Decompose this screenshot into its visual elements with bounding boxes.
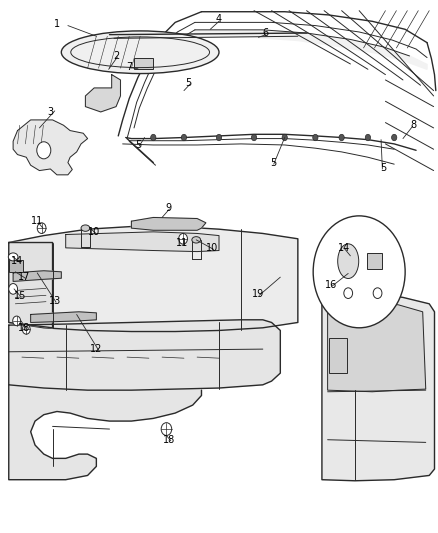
Polygon shape — [13, 120, 88, 175]
Text: 14: 14 — [338, 243, 350, 253]
Ellipse shape — [81, 225, 90, 231]
Text: 1: 1 — [54, 19, 60, 29]
Polygon shape — [131, 217, 206, 230]
Circle shape — [313, 216, 405, 328]
Text: 11: 11 — [31, 216, 43, 226]
Circle shape — [282, 134, 287, 141]
Polygon shape — [66, 232, 219, 252]
Text: 15: 15 — [14, 291, 26, 301]
Polygon shape — [85, 75, 120, 112]
Text: 5: 5 — [135, 140, 141, 150]
Text: 10: 10 — [206, 243, 219, 253]
Polygon shape — [9, 385, 201, 480]
Text: 13: 13 — [49, 296, 61, 306]
Text: 14: 14 — [11, 256, 24, 266]
Circle shape — [373, 288, 382, 298]
Text: 5: 5 — [185, 78, 191, 87]
Text: 18: 18 — [18, 323, 30, 333]
Polygon shape — [13, 271, 61, 281]
Circle shape — [251, 134, 257, 141]
Polygon shape — [9, 227, 298, 332]
Circle shape — [37, 223, 46, 233]
FancyBboxPatch shape — [134, 58, 153, 69]
Text: 17: 17 — [18, 272, 30, 282]
Ellipse shape — [61, 31, 219, 74]
Text: 3: 3 — [47, 107, 53, 117]
Text: 11: 11 — [176, 238, 188, 247]
Circle shape — [344, 288, 353, 298]
Circle shape — [313, 134, 318, 141]
Ellipse shape — [338, 244, 359, 279]
Circle shape — [22, 325, 30, 334]
Text: 6: 6 — [262, 28, 268, 38]
Circle shape — [179, 233, 187, 244]
Circle shape — [216, 134, 222, 141]
Polygon shape — [9, 243, 53, 328]
Text: 12: 12 — [90, 344, 102, 354]
Polygon shape — [31, 312, 96, 322]
Circle shape — [392, 134, 397, 141]
Text: 5: 5 — [380, 163, 386, 173]
Circle shape — [181, 134, 187, 141]
Text: 8: 8 — [411, 120, 417, 130]
Ellipse shape — [192, 237, 201, 243]
Polygon shape — [9, 320, 280, 390]
Circle shape — [365, 134, 371, 141]
FancyBboxPatch shape — [329, 338, 347, 373]
Text: 19: 19 — [252, 289, 265, 299]
Text: 16: 16 — [325, 280, 337, 290]
Text: 18: 18 — [162, 435, 175, 445]
Polygon shape — [195, 30, 427, 69]
Circle shape — [151, 134, 156, 141]
Text: 10: 10 — [88, 227, 100, 237]
Circle shape — [37, 142, 51, 159]
Ellipse shape — [8, 253, 18, 261]
FancyBboxPatch shape — [9, 260, 23, 272]
Circle shape — [161, 423, 172, 435]
Text: 9: 9 — [166, 203, 172, 213]
Circle shape — [13, 316, 21, 326]
FancyBboxPatch shape — [367, 253, 382, 269]
Circle shape — [339, 134, 344, 141]
Circle shape — [9, 284, 18, 294]
Polygon shape — [328, 301, 426, 392]
Text: 4: 4 — [216, 14, 222, 23]
Text: 5: 5 — [271, 158, 277, 167]
Text: 2: 2 — [113, 51, 119, 61]
Text: 7: 7 — [126, 62, 132, 71]
Polygon shape — [322, 293, 434, 481]
